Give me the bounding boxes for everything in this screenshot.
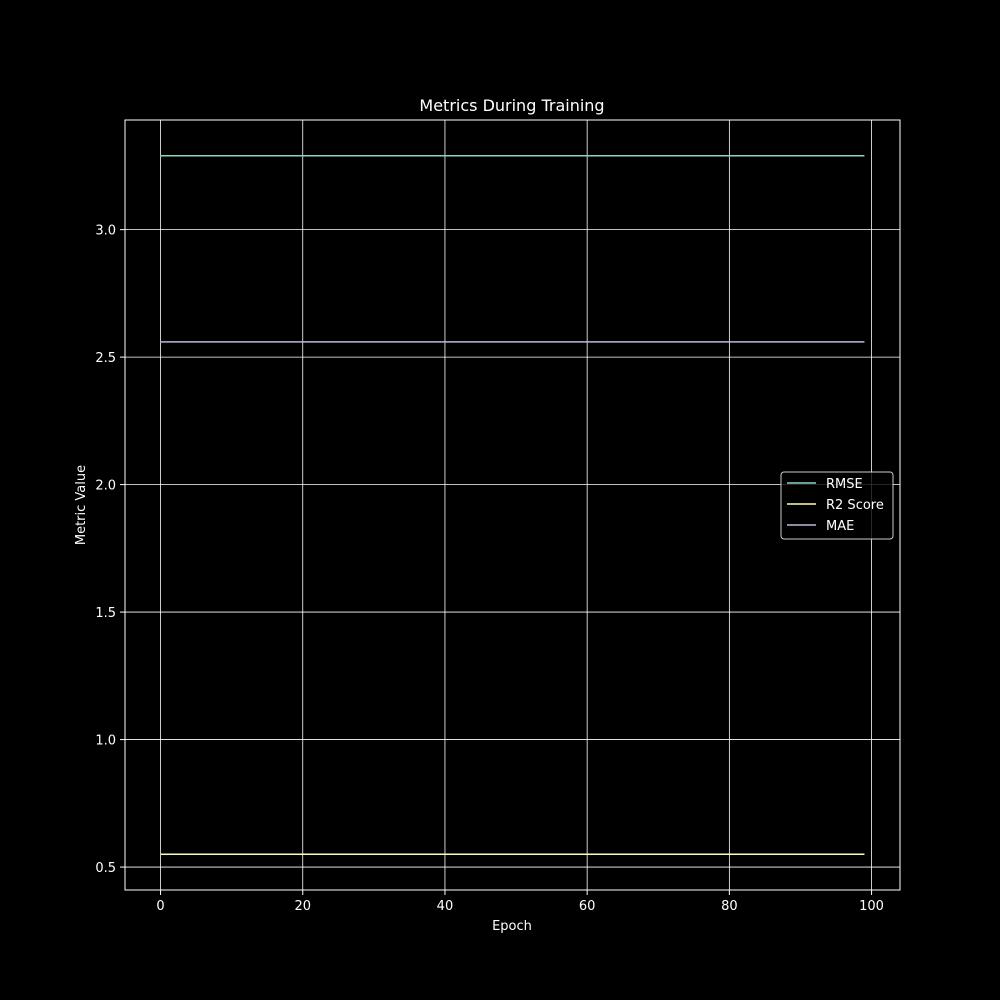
x-tick-label: 100	[859, 899, 884, 914]
y-tick-label: 1.0	[95, 734, 116, 749]
x-tick-label: 40	[437, 899, 454, 914]
y-tick-label: 2.0	[95, 479, 116, 494]
legend: RMSE R2 Score MAE	[780, 471, 894, 540]
series-lines	[160, 154, 865, 856]
y-tick-label: 3.0	[95, 224, 116, 239]
legend-box	[780, 471, 894, 540]
y-tick-label: 1.5	[95, 606, 116, 621]
y-axis-ticks: 0.5 1.0 1.5 2.0 2.5 3.0	[95, 224, 125, 876]
x-tick-label: 20	[294, 899, 311, 914]
legend-label-r2-score: R2 Score	[826, 498, 884, 513]
grid	[125, 120, 900, 890]
plot-frame	[124, 119, 901, 891]
chart-title: Metrics During Training	[419, 96, 604, 115]
y-tick-label: 0.5	[95, 861, 116, 876]
legend-label-rmse: RMSE	[826, 477, 863, 492]
y-axis-title: Metric Value	[74, 465, 89, 545]
y-tick-label: 2.5	[95, 351, 116, 366]
x-tick-label: 80	[721, 899, 738, 914]
x-tick-label: 0	[156, 899, 164, 914]
x-axis-ticks: 0 20 40 60 80 100	[156, 890, 884, 914]
x-tick-label: 60	[579, 899, 596, 914]
legend-label-mae: MAE	[826, 519, 854, 534]
x-axis-title: Epoch	[492, 919, 532, 934]
